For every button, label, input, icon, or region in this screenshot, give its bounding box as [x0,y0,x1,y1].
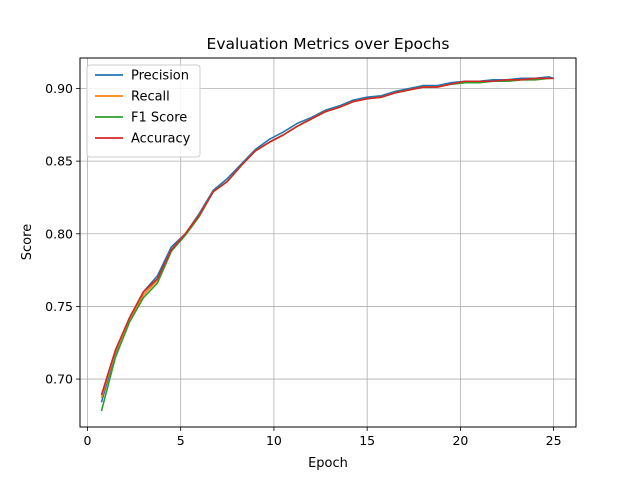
x-tick-label: 25 [546,433,562,448]
x-tick-label: 15 [359,433,375,448]
x-tick-label: 0 [83,433,91,448]
plot-frame [79,57,577,428]
chart-title: Evaluation Metrics over Epochs [207,35,450,53]
series-lines [100,76,554,412]
x-axis-label: Epoch [308,456,348,471]
y-axis-label: Score [20,224,35,260]
legend-box [86,64,201,158]
x-tick-label: 5 [177,433,185,448]
series-line-accuracy [100,77,554,396]
x-tick-label: 20 [452,433,468,448]
legend-label-accuracy: Accuracy [131,132,191,147]
y-tick-label: 0.80 [45,226,73,241]
legend-label-recall: Recall [131,90,170,105]
y-tick-label: 0.75 [45,299,73,314]
grid [80,58,576,427]
legend: Precision Recall F1 Score Accuracy [86,64,201,158]
x-tick-label: 10 [266,433,282,448]
legend-label-precision: Precision [131,69,189,84]
y-tick-label: 0.90 [45,81,73,96]
legend-label-f1-score: F1 Score [131,111,187,126]
y-tick-label: 0.70 [45,372,73,387]
y-tick-label: 0.85 [45,154,73,169]
axis-ticks: 0 5 10 15 20 25 0.70 0.75 0.80 0.85 0.90 [45,81,561,448]
